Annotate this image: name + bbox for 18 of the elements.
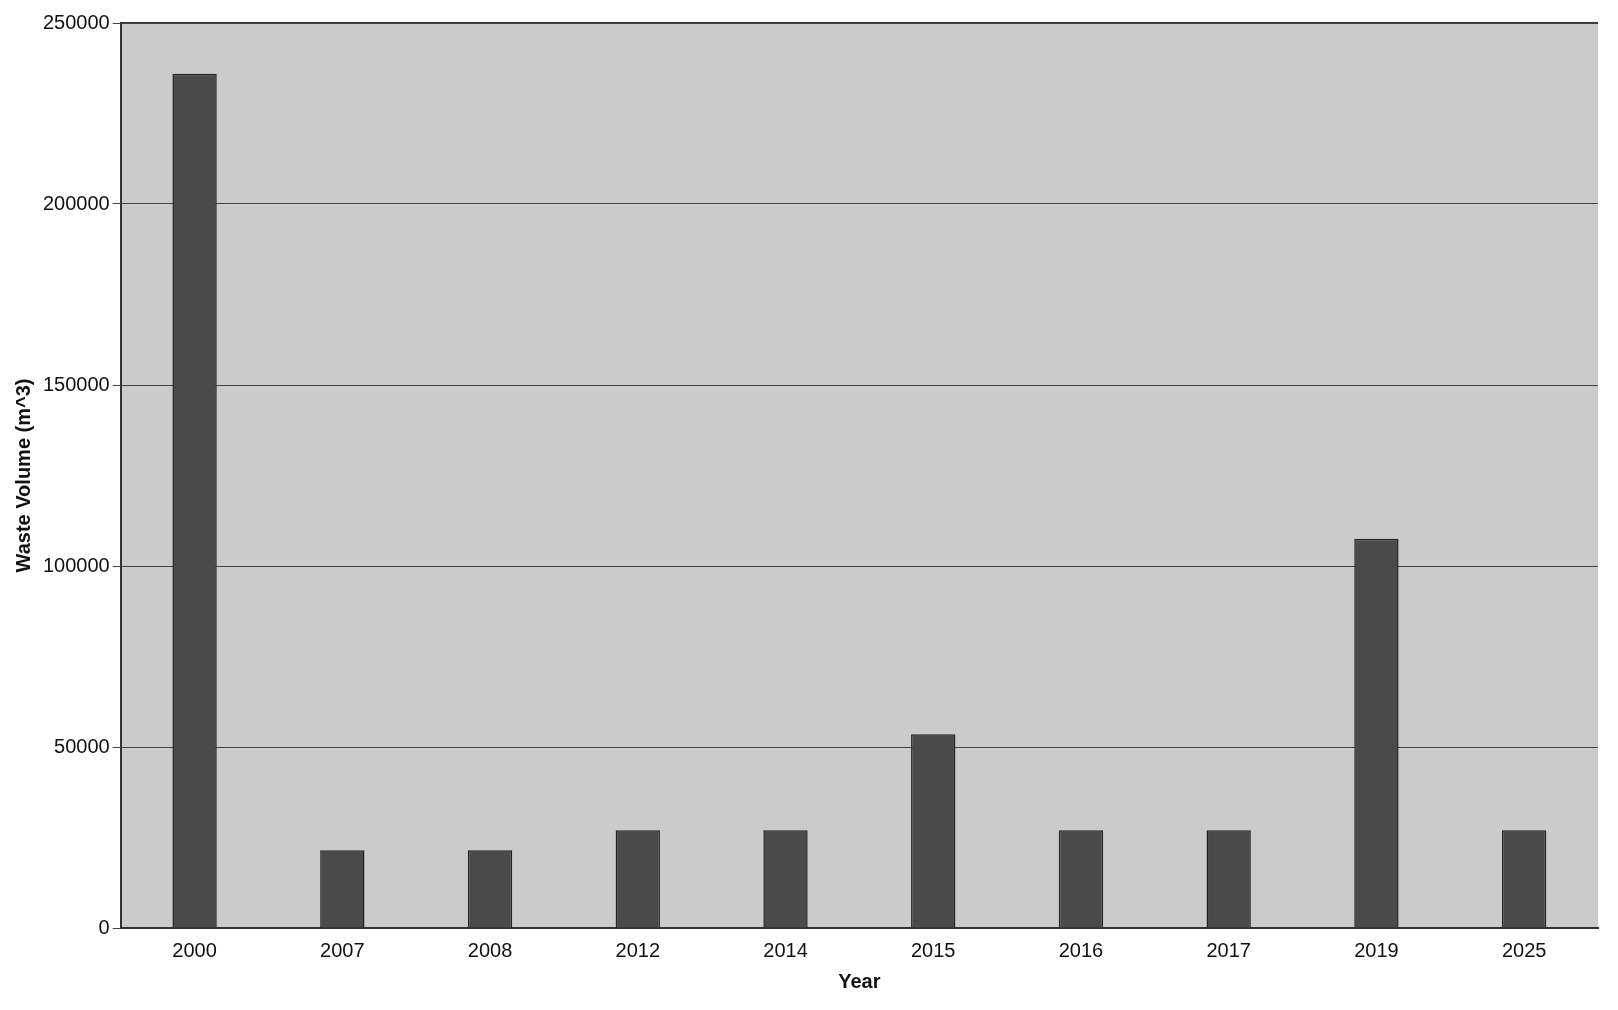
x-tick-label: 2007 — [320, 938, 365, 961]
x-tick-label: 2019 — [1354, 938, 1399, 961]
y-tick-label: 250000 — [42, 10, 110, 33]
x-tick-label: 2012 — [615, 938, 661, 961]
x-tick-label: 2015 — [910, 938, 956, 961]
x-tick-label: 2000 — [172, 938, 217, 961]
x-tick-label: 2014 — [763, 938, 808, 961]
x-tick-label: 2017 — [1206, 938, 1251, 961]
y-tick-label: 150000 — [42, 372, 110, 395]
y-tick-label: 100000 — [42, 553, 110, 576]
x-tick-label: 2025 — [1501, 938, 1547, 961]
y-tick-label: 200000 — [42, 191, 110, 214]
y-tick-label: 50000 — [54, 734, 110, 757]
x-tick-label: 2008 — [467, 938, 513, 961]
y-axis-title: Waste Volume (m^3) — [11, 378, 34, 573]
x-axis-title: Year — [838, 969, 881, 992]
y-tick-label: 0 — [98, 915, 110, 938]
x-tick-label: 2016 — [1058, 938, 1104, 961]
